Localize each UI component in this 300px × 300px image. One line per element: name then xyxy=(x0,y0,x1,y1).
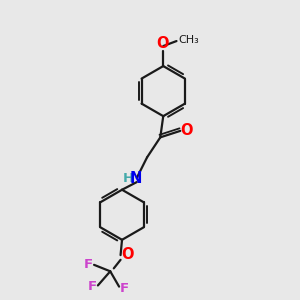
Text: CH₃: CH₃ xyxy=(179,35,200,46)
Text: F: F xyxy=(120,282,129,295)
Text: O: O xyxy=(121,247,133,262)
Text: F: F xyxy=(88,280,97,293)
Text: O: O xyxy=(156,36,168,51)
Text: F: F xyxy=(84,258,93,271)
Text: H: H xyxy=(122,172,134,185)
Text: N: N xyxy=(130,171,142,186)
Text: O: O xyxy=(181,123,193,138)
